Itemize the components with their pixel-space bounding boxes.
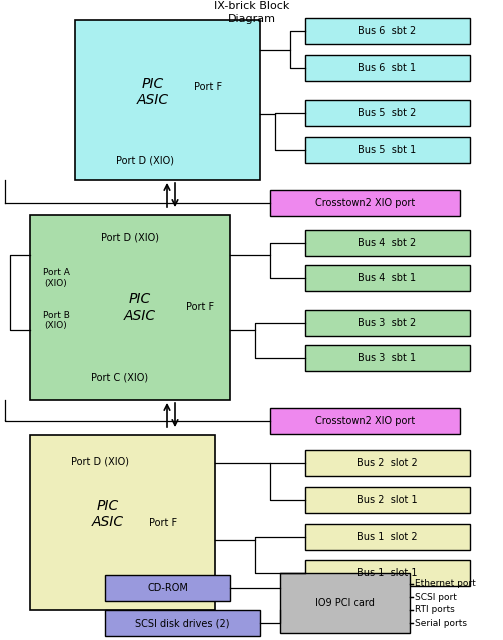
Bar xyxy=(305,345,470,371)
Text: Bus 1  slot 1: Bus 1 slot 1 xyxy=(357,568,418,578)
Text: Port F: Port F xyxy=(149,518,177,527)
Text: Ethernet port: Ethernet port xyxy=(415,579,476,589)
Text: Port D (XIO): Port D (XIO) xyxy=(71,456,129,467)
Bar xyxy=(305,310,470,336)
Text: RTI ports: RTI ports xyxy=(415,605,455,614)
Text: IX-brick Block
Diagram: IX-brick Block Diagram xyxy=(214,1,289,24)
Text: PIC
ASIC: PIC ASIC xyxy=(92,499,124,529)
Text: Bus 4  sbt 2: Bus 4 sbt 2 xyxy=(358,238,416,248)
Text: Crosstown2 XIO port: Crosstown2 XIO port xyxy=(315,198,415,208)
Text: SCSI port: SCSI port xyxy=(415,593,457,602)
Text: Port F: Port F xyxy=(194,82,222,92)
Text: Bus 2  slot 2: Bus 2 slot 2 xyxy=(357,458,418,468)
Bar xyxy=(305,230,470,256)
Text: Serial ports: Serial ports xyxy=(415,618,467,627)
Bar xyxy=(280,573,410,633)
Text: Port D (XIO): Port D (XIO) xyxy=(101,232,159,242)
Bar xyxy=(305,560,470,586)
Text: Bus 5  sbt 2: Bus 5 sbt 2 xyxy=(358,108,416,118)
Text: Bus 5  sbt 1: Bus 5 sbt 1 xyxy=(358,145,416,155)
Bar xyxy=(305,100,470,126)
Bar xyxy=(305,524,470,550)
Text: Bus 4  sbt 1: Bus 4 sbt 1 xyxy=(359,273,416,283)
Bar xyxy=(305,18,470,44)
Text: Port C (XIO): Port C (XIO) xyxy=(92,372,148,383)
Text: PIC
ASIC: PIC ASIC xyxy=(124,292,156,323)
Bar xyxy=(105,575,230,601)
Bar xyxy=(75,20,260,180)
Bar xyxy=(270,190,460,216)
Text: Bus 2  slot 1: Bus 2 slot 1 xyxy=(357,495,418,505)
Text: IO9 PCI card: IO9 PCI card xyxy=(315,598,375,608)
Bar xyxy=(30,215,230,400)
Bar xyxy=(305,137,470,163)
Text: SCSI disk drives (2): SCSI disk drives (2) xyxy=(135,618,230,628)
Text: CD-ROM: CD-ROM xyxy=(147,583,188,593)
Text: Bus 6  sbt 1: Bus 6 sbt 1 xyxy=(359,63,416,73)
Bar xyxy=(270,408,460,434)
Bar xyxy=(305,487,470,513)
Text: Port B
(XIO): Port B (XIO) xyxy=(43,311,69,330)
Bar xyxy=(305,450,470,476)
Bar xyxy=(305,265,470,291)
Text: Port D (XIO): Port D (XIO) xyxy=(116,156,175,166)
Text: Bus 1  slot 2: Bus 1 slot 2 xyxy=(357,532,418,542)
Bar xyxy=(30,435,215,610)
Text: Port F: Port F xyxy=(186,303,214,312)
Text: PIC
ASIC: PIC ASIC xyxy=(137,77,169,107)
Bar xyxy=(105,610,260,636)
Text: Crosstown2 XIO port: Crosstown2 XIO port xyxy=(315,416,415,426)
Bar xyxy=(305,55,470,81)
Text: Bus 3  sbt 2: Bus 3 sbt 2 xyxy=(358,318,416,328)
Text: Bus 6  sbt 2: Bus 6 sbt 2 xyxy=(358,26,416,36)
Text: Port A
(XIO): Port A (XIO) xyxy=(43,268,69,287)
Text: Bus 3  sbt 1: Bus 3 sbt 1 xyxy=(359,353,416,363)
